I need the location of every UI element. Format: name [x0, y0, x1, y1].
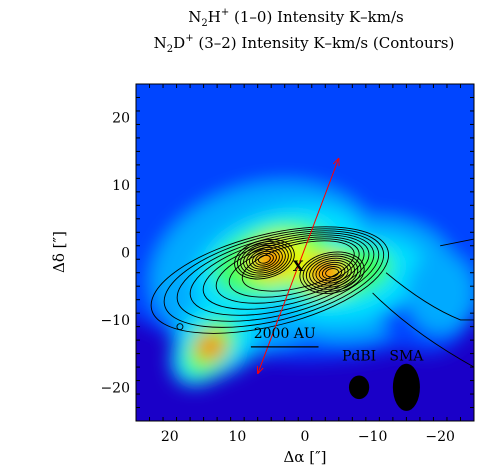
x-tick-label: −20 — [425, 429, 455, 445]
x-tick-label: 10 — [228, 429, 246, 445]
contour-tail — [440, 238, 474, 247]
contour-level — [228, 238, 360, 298]
y-axis-label: Δδ [″] — [50, 231, 68, 273]
contour-tail — [385, 272, 474, 321]
contour-layer — [150, 226, 474, 368]
beam-pdbi — [348, 375, 370, 400]
x-tick-label: 0 — [301, 429, 310, 445]
contour-level — [315, 261, 349, 284]
contour-level — [325, 268, 339, 278]
contour-tail — [372, 292, 474, 368]
axis-ticks — [135, 83, 475, 422]
plot-frame — [135, 83, 475, 422]
emission-blob — [406, 252, 474, 334]
arrow-head — [256, 365, 264, 375]
y-tick-label: −20 — [100, 380, 130, 396]
contour-level — [246, 246, 283, 272]
x-tick-label: −10 — [358, 429, 388, 445]
y-tick-label: 10 — [112, 178, 130, 194]
y-tick-label: 20 — [112, 111, 130, 127]
arrow-head — [332, 157, 340, 167]
beam-label-pdbi: PdBI — [342, 348, 376, 364]
x-tick-label: 20 — [161, 429, 179, 445]
tick-labels: 20 10 0 −10 −20 20 10 0 −10 −20 — [100, 111, 455, 445]
chart-title-line2: N2D+ (3–2) Intensity K–km/s (Contours) — [154, 33, 455, 55]
contour-level — [189, 232, 375, 316]
beam-sma — [392, 363, 420, 411]
beam-label-sma: SMA — [389, 348, 424, 364]
contour-level — [302, 253, 362, 292]
contour-level — [309, 257, 355, 288]
y-tick-label: −10 — [100, 313, 130, 329]
emission-blob — [237, 84, 474, 186]
intensity-peak — [194, 333, 227, 361]
y-tick-label: 0 — [121, 246, 130, 262]
plot-area: X 2000 AU PdBI SMA — [136, 84, 474, 421]
contour-level — [241, 240, 355, 292]
overlay-layer: X 2000 AU PdBI SMA — [250, 157, 424, 411]
contour-level — [176, 230, 380, 322]
contour-island — [176, 323, 184, 331]
contour-level — [215, 236, 365, 304]
contour-level — [249, 248, 280, 270]
contour-level — [163, 228, 385, 328]
contour-level — [202, 234, 370, 310]
chart-title-line1: N2H+ (1–0) Intensity K–km/s — [188, 7, 404, 29]
scale-bar-label: 2000 AU — [254, 326, 316, 342]
x-axis-label: Δα [″] — [283, 448, 326, 466]
source-marker: X — [293, 259, 304, 275]
contour-level — [255, 252, 274, 266]
contour-level — [150, 226, 390, 334]
contour-level — [237, 241, 292, 278]
outflow-arrow — [257, 157, 340, 374]
